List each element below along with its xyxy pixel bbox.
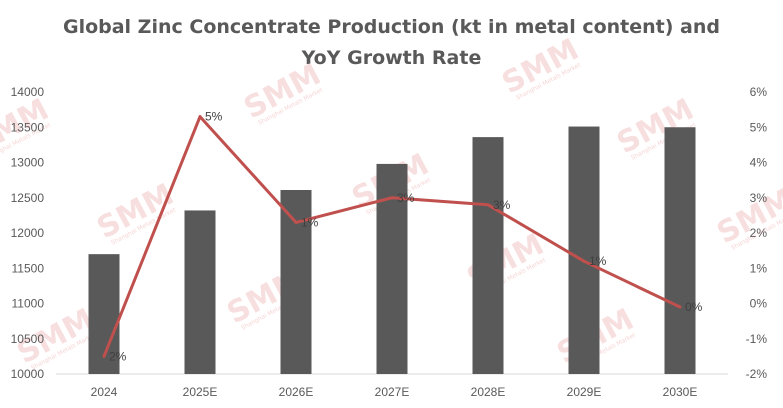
growth-rate-label-2030E: 0% <box>685 300 703 314</box>
x-axis-tick-label: 2025E <box>183 385 218 399</box>
growth-rate-point-2028E <box>486 203 490 207</box>
right-axis-tick-label: 4% <box>750 156 768 170</box>
x-axis-tick-label: 2027E <box>375 385 410 399</box>
growth-rate-label-2026E: 1% <box>301 215 319 229</box>
left-axis-tick-label: 11500 <box>12 261 45 275</box>
x-axis-tick-label: 2030E <box>663 385 698 399</box>
right-axis-tick-label: 3% <box>750 191 768 205</box>
growth-rate-point-2025E <box>198 115 202 119</box>
growth-rate-label-2028E: 3% <box>493 198 511 212</box>
left-axis-tick-label: 11000 <box>12 297 45 311</box>
bar-2029E <box>568 126 600 374</box>
chart-title-line-2: YoY Growth Rate <box>301 47 482 69</box>
bar-2025E <box>184 210 216 374</box>
bar-series <box>88 126 696 374</box>
bar-2030E <box>664 127 696 374</box>
x-axis-tick-label: 2026E <box>279 385 314 399</box>
left-axis-tick-label: 13000 <box>11 156 45 170</box>
right-axis-tick-label: -1% <box>746 332 768 346</box>
left-axis: 10000 10500 11000 11500 12000 12500 13000 13500… <box>11 85 45 381</box>
line-series <box>102 115 682 358</box>
left-axis-tick-label: 12500 <box>11 191 45 205</box>
x-axis-tick-label: 2028E <box>471 385 506 399</box>
right-axis-tick-label: 2% <box>750 226 768 240</box>
left-axis-tick-label: 13500 <box>11 120 45 134</box>
chart-title: Global Zinc Concentrate Production (kt i… <box>0 12 783 74</box>
x-axis-tick-label: 2024 <box>91 385 118 399</box>
growth-rate-label-2027E: 3% <box>397 191 415 205</box>
x-axis: 2024 2025E 2026E 2027E 2028E 2029E 2030E <box>56 373 728 399</box>
growth-rate-label-2029E: 1% <box>589 254 607 268</box>
growth-rate-point-2026E <box>294 220 298 224</box>
growth-rate-label-2024: 2% <box>109 349 127 363</box>
chart-title-line-1: Global Zinc Concentrate Production (kt i… <box>62 16 721 38</box>
left-axis-tick-label: 10500 <box>11 332 45 346</box>
right-axis-tick-label: 6% <box>750 85 768 99</box>
growth-rate-point-2030E <box>678 305 682 309</box>
right-axis-tick-label: 0% <box>750 297 768 311</box>
growth-rate-point-2024 <box>102 354 106 358</box>
growth-rate-point-2029E <box>582 259 586 263</box>
bar-2028E <box>472 137 504 374</box>
left-axis-tick-label: 10000 <box>11 367 45 381</box>
right-axis: -2% -1% 0% 1% 2% 3% 4% 5% 6% <box>746 85 768 381</box>
x-axis-tick-label: 2029E <box>567 385 602 399</box>
left-axis-tick-label: 12000 <box>11 226 45 240</box>
right-axis-tick-label: 5% <box>750 120 768 134</box>
right-axis-tick-label: 1% <box>750 261 768 275</box>
left-axis-tick-label: 14000 <box>11 85 45 99</box>
right-axis-tick-label: -2% <box>746 367 768 381</box>
line-data-labels: 2% 5% 1% 3% 3% 1% 0% <box>109 110 703 364</box>
growth-rate-point-2027E <box>390 196 394 200</box>
growth-rate-label-2025E: 5% <box>205 110 223 124</box>
